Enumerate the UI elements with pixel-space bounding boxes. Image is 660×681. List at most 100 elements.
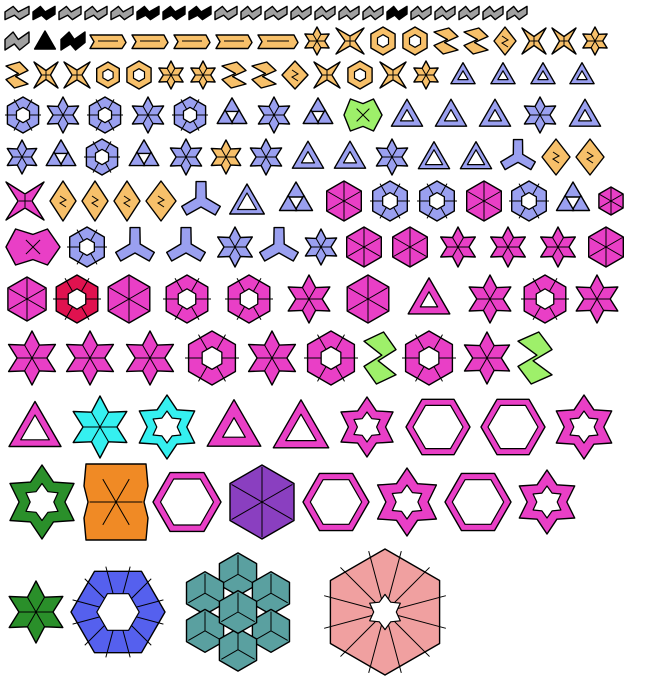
polyform-tile: [402, 330, 456, 386]
polyform-tile: [163, 274, 211, 324]
polyform-tile: [463, 27, 489, 55]
polyform-tile: [480, 398, 546, 456]
polyform-tile: [188, 5, 212, 21]
polyform-tile: [6, 139, 38, 175]
polyform-row: [4, 26, 608, 56]
polyform-row: [7, 330, 553, 386]
polyform-tile: [173, 34, 211, 50]
polyform-tile: [32, 5, 56, 21]
polyform-tile: [555, 181, 591, 212]
polyform-tile: [402, 26, 428, 56]
polyform-tile: [379, 61, 407, 89]
polyform-row: [5, 180, 624, 222]
polyform-tile: [5, 228, 61, 266]
polyform-tile: [490, 62, 516, 85]
polyform-tile: [466, 180, 502, 222]
polyform-tile: [278, 181, 314, 212]
polyform-tile: [7, 330, 57, 386]
polyform-tile: [165, 226, 207, 262]
polyform-tile: [370, 26, 396, 56]
polyform-tile: [313, 61, 341, 89]
polyform-tile: [509, 180, 549, 222]
polyform-tile: [228, 183, 265, 215]
polyform-tile: [9, 464, 75, 540]
polyform-tile: [333, 140, 367, 169]
polyform-tile: [417, 180, 457, 222]
polyform-tile: [450, 62, 476, 85]
polyform-tile: [540, 226, 576, 268]
polyform-tile: [272, 399, 330, 449]
polyform-tile: [386, 5, 408, 21]
polyform-tile: [5, 181, 45, 221]
polyform-tile: [110, 5, 134, 21]
polyform-tile: [33, 30, 57, 50]
polyform-tile: [136, 5, 160, 21]
polyform-tile: [575, 138, 605, 176]
polyform-tile: [225, 274, 273, 324]
polyform-tile: [291, 140, 325, 169]
polyform-tile: [468, 274, 512, 324]
polyform-tile: [375, 138, 409, 176]
polyform-tile: [53, 274, 101, 324]
polyform-row: [6, 138, 605, 176]
polyform-tile: [131, 34, 169, 50]
polyform-tile: [541, 138, 571, 176]
polyform-tile: [434, 5, 456, 21]
polyform-tile: [83, 463, 149, 541]
polyform-tile: [517, 331, 553, 385]
polyform-tile: [324, 548, 446, 676]
polyform-tile: [304, 330, 358, 386]
polyform-tile: [434, 98, 468, 127]
polyform-tile: [392, 226, 428, 268]
polyform-tile: [240, 5, 262, 21]
polyform-tile: [49, 180, 77, 222]
polyform-tile: [588, 226, 624, 268]
polyform-tile: [180, 180, 222, 216]
polyform-row: [8, 548, 446, 676]
polyform-tile: [346, 274, 390, 324]
polyform-tile: [172, 96, 208, 134]
polyform-tile: [89, 34, 127, 50]
polyform-tile: [8, 400, 62, 448]
polyform-tile: [158, 60, 184, 90]
polyform-tile: [63, 61, 91, 89]
polyform-tile: [340, 396, 394, 458]
polyform-tile: [459, 140, 493, 170]
polyform-tile: [113, 180, 141, 222]
polyform-tile: [493, 26, 517, 56]
polyform-tile: [215, 34, 253, 50]
polyform-tile: [210, 139, 242, 175]
polyform-tile: [7, 276, 47, 322]
polyform-tile: [33, 61, 59, 89]
polyform-row: [7, 274, 619, 324]
polyform-tile: [506, 5, 528, 21]
polyform-tile: [60, 31, 86, 51]
polyform-tile: [347, 60, 373, 90]
polyform-tile: [598, 186, 624, 216]
polyform-tile: [582, 26, 608, 56]
polyform-tile: [46, 96, 80, 134]
polyform-tile: [249, 138, 283, 176]
polyform-row: [8, 394, 613, 460]
polyform-tile: [125, 330, 175, 386]
polyform-tile: [190, 60, 216, 90]
polyform-tile: [523, 96, 557, 134]
polyform-tile: [107, 274, 151, 324]
polyform-row: [5, 226, 624, 268]
polyform-tile: [290, 5, 312, 21]
polyform-row: [5, 96, 602, 134]
polyform-tile: [304, 26, 330, 56]
polyform-tile: [87, 96, 123, 134]
polyform-tile: [4, 5, 30, 21]
polyform-tile: [5, 96, 41, 134]
polyform-tile: [257, 96, 291, 134]
polyform-tile: [95, 61, 121, 89]
polyform-tile: [463, 331, 511, 385]
polyform-tile: [72, 395, 128, 459]
polyform-tile: [568, 98, 602, 127]
polyform-tile: [5, 61, 29, 89]
polyform-tile: [304, 228, 338, 266]
polyform-tile: [326, 180, 362, 222]
polyform-tile: [145, 180, 177, 222]
